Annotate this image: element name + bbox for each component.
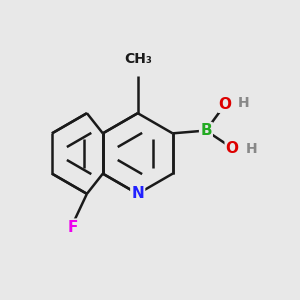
Text: CH₃: CH₃ xyxy=(124,52,152,66)
Text: N: N xyxy=(131,186,144,201)
Text: H: H xyxy=(238,95,249,110)
Text: H: H xyxy=(246,142,257,156)
Text: O: O xyxy=(219,97,232,112)
Text: B: B xyxy=(200,123,212,138)
Text: F: F xyxy=(68,220,78,235)
Text: O: O xyxy=(226,141,239,156)
